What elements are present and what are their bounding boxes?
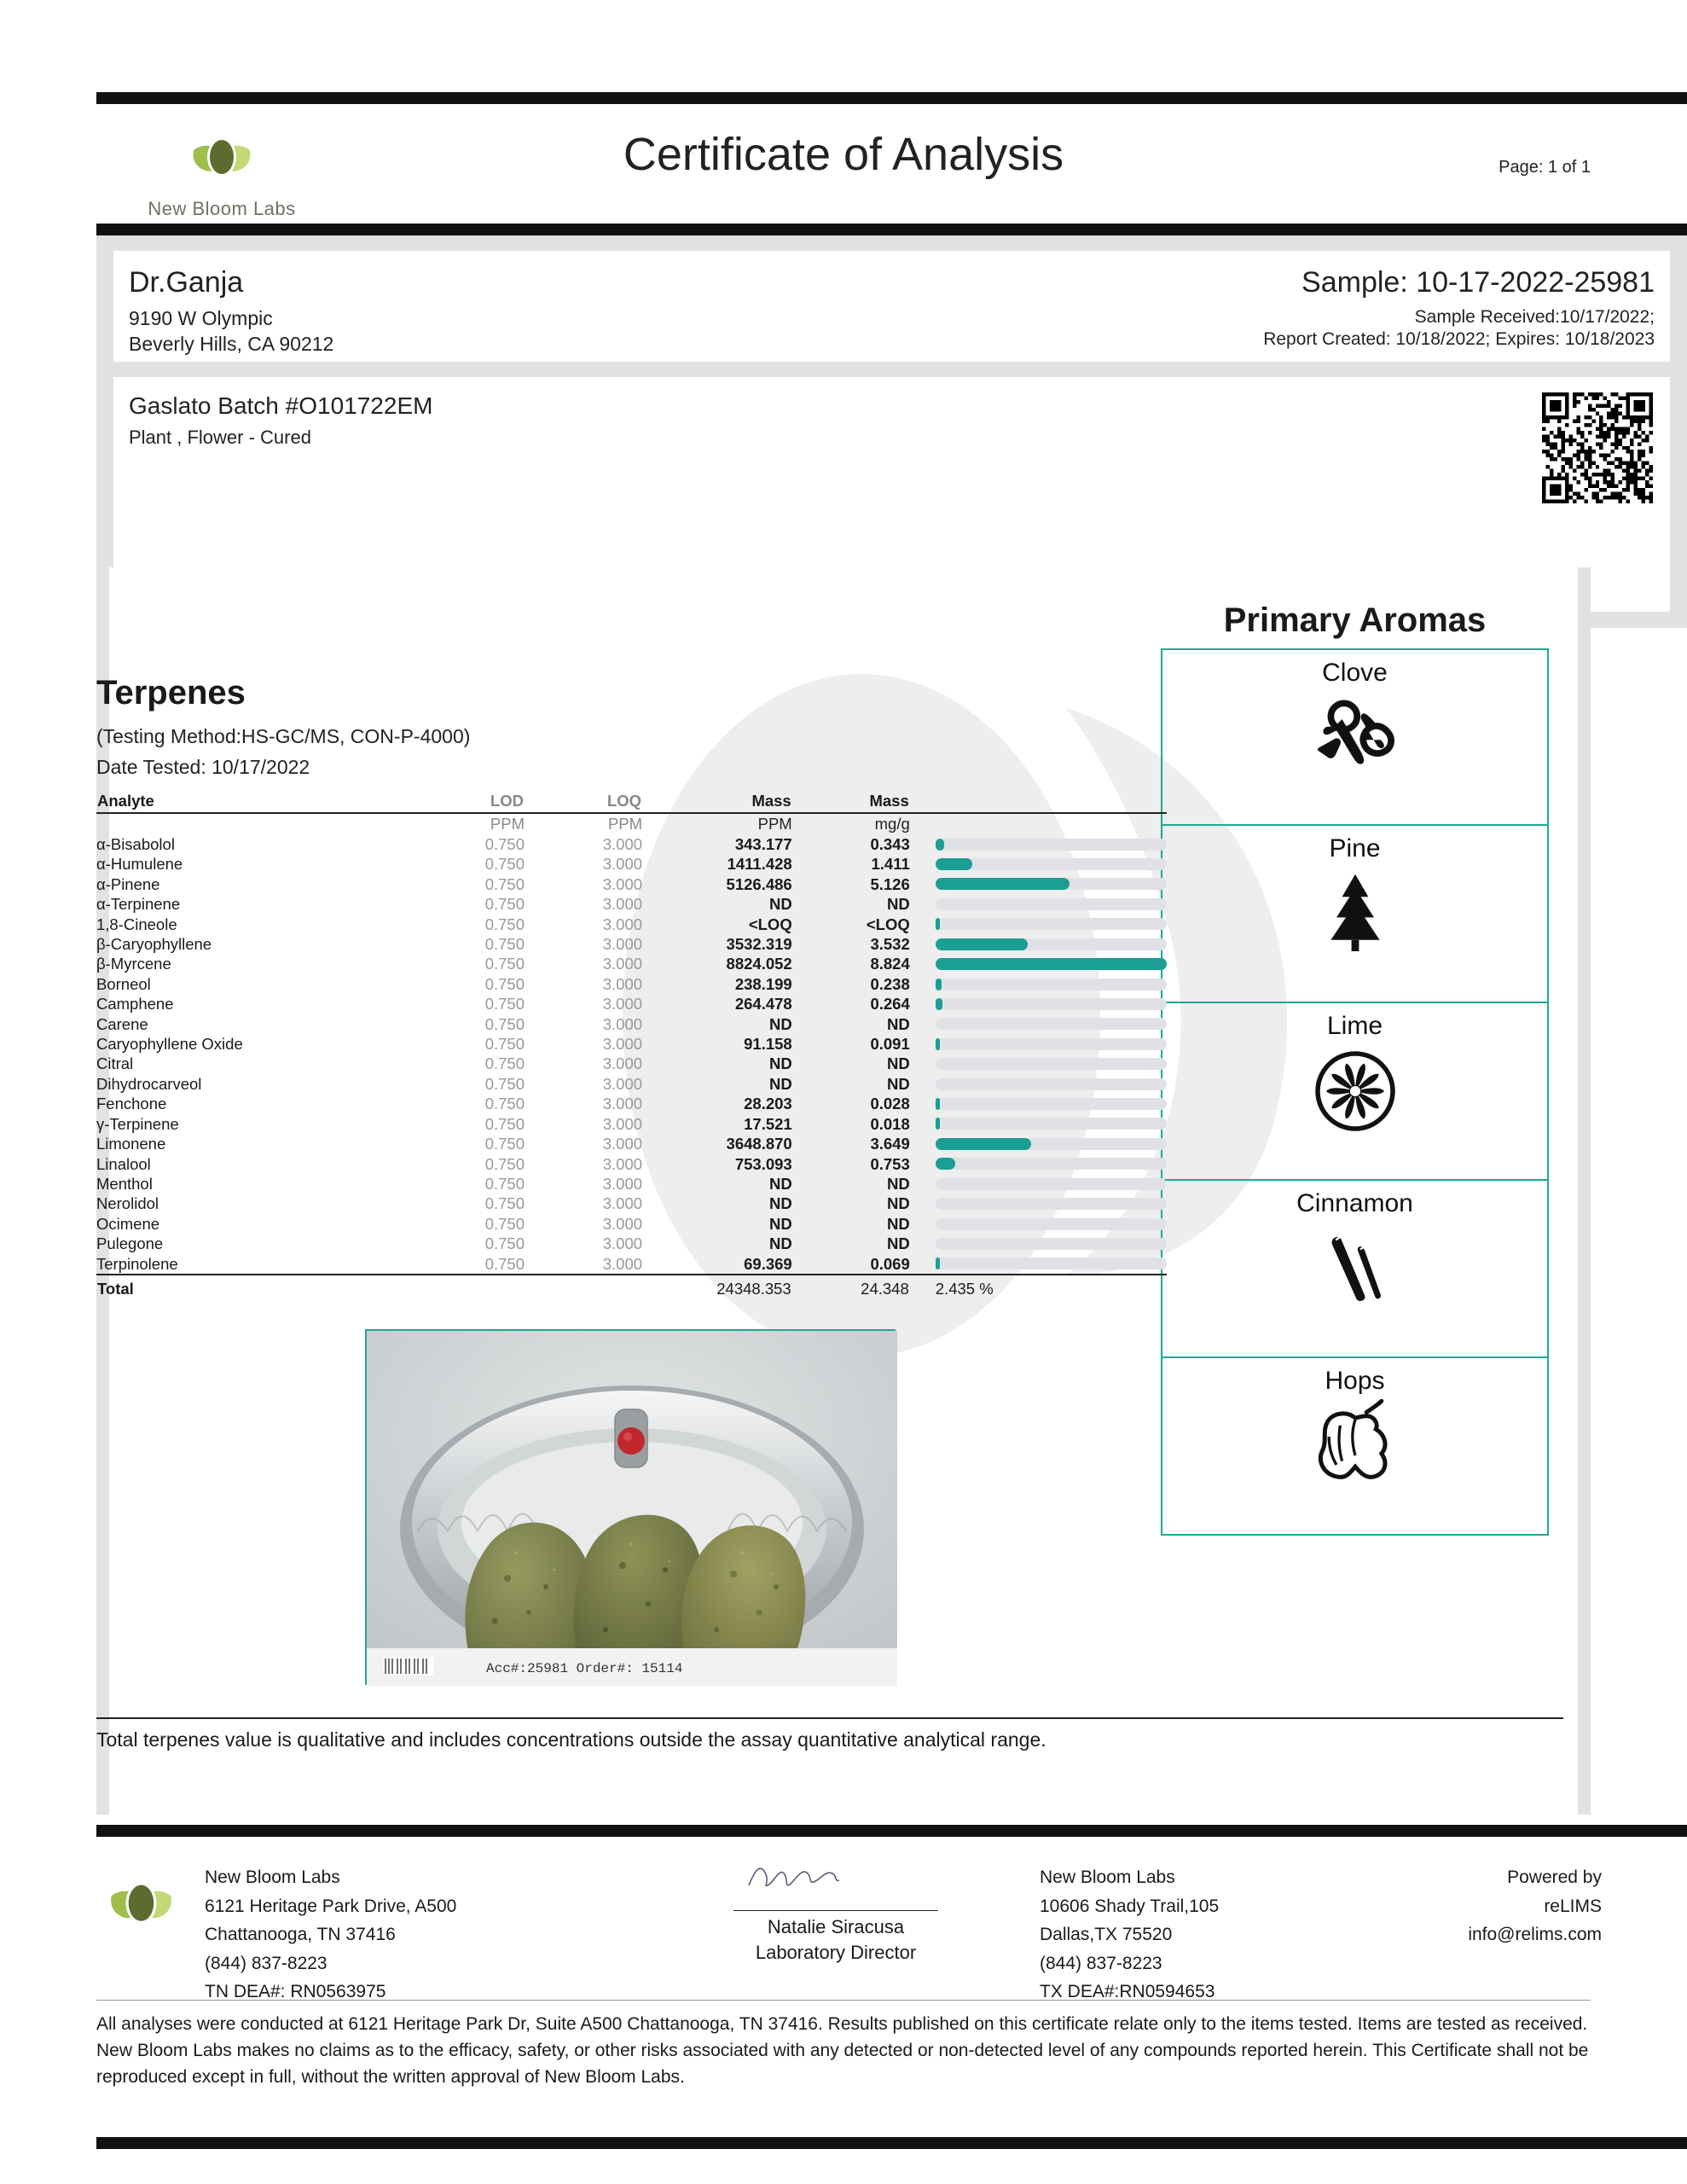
svg-text:Acc#:25981 Order#: 15114: Acc#:25981 Order#: 15114 [486,1661,682,1676]
